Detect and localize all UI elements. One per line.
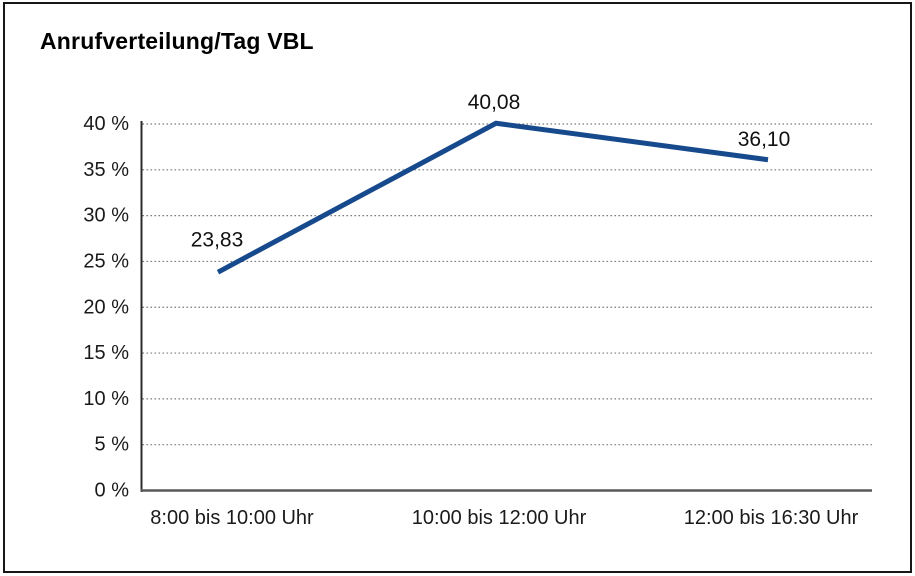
x-tick-label: 12:00 bis 16:30 Uhr	[684, 507, 859, 529]
y-tick-label: 20 %	[83, 296, 129, 318]
y-tick-label: 5 %	[95, 434, 130, 456]
x-tick-label: 8:00 bis 10:00 Uhr	[150, 507, 314, 529]
data-label: 40,08	[468, 91, 521, 114]
y-tick-label: 35 %	[83, 159, 129, 181]
data-label: 36,10	[738, 128, 791, 151]
y-tick-label: 10 %	[83, 388, 129, 410]
y-tick-label: 25 %	[83, 250, 129, 272]
data-label: 23,83	[191, 229, 244, 252]
x-tick-label: 10:00 bis 12:00 Uhr	[412, 507, 587, 529]
data-line	[216, 120, 769, 275]
y-tick-label: 40 %	[83, 113, 129, 135]
y-tick-label: 15 %	[83, 342, 129, 364]
y-tick-label: 30 %	[83, 205, 129, 227]
chart-title: Anrufverteilung/Tag VBL	[40, 28, 314, 54]
y-tick-label: 0 %	[95, 480, 130, 502]
